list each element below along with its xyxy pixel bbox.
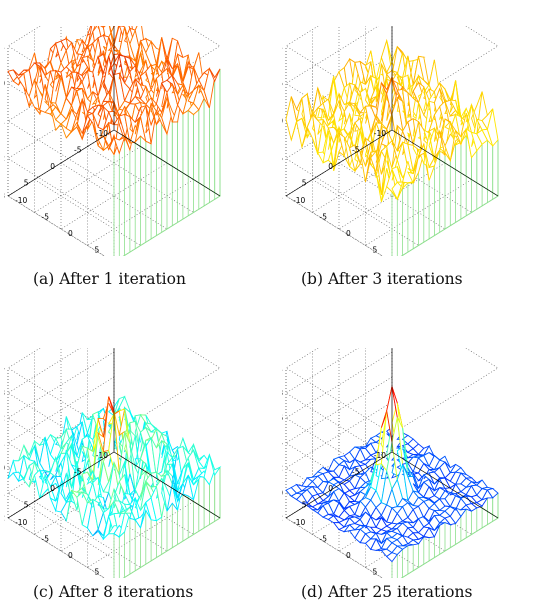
axes	[285, 348, 499, 519]
x-tick-label: 5	[95, 246, 100, 255]
y-tick-label: -5	[74, 146, 82, 155]
x-tick-label: -10	[293, 518, 305, 527]
z-tick-label: -0.2	[4, 154, 5, 163]
z-tick-label: 0.04	[282, 439, 283, 448]
z-tick-label: 0	[4, 79, 5, 88]
y-tick-label: 0	[50, 162, 55, 171]
caption-b: (b) After 3 iterations	[301, 270, 463, 288]
z-tick-label: 0	[282, 489, 283, 498]
z-tick-label: 0.04	[4, 364, 5, 373]
x-tick-label: 5	[373, 246, 378, 255]
y-tick-label: -5	[74, 468, 82, 477]
x-tick-label: 0	[68, 229, 73, 238]
x-tick-label: -10	[15, 196, 27, 205]
caption-d: (d) After 25 iterations	[301, 583, 473, 601]
y-tick-label: 5	[24, 501, 29, 510]
z-tick-label: 0	[4, 464, 5, 473]
axes	[7, 26, 221, 197]
surface-plot-b: 0.10.050-0.05-0.11050-5-10-10-50510	[282, 26, 544, 256]
surface-plot-d: 0.10.080.060.040.020-0.021050-5-10-10-50…	[282, 348, 544, 578]
z-tick-label: -0.01	[4, 489, 5, 498]
x-tick-label: -10	[15, 518, 27, 527]
y-tick-label: -10	[374, 451, 386, 460]
z-tick-label: 0.05	[282, 79, 283, 88]
z-tick-label: -0.3	[4, 192, 5, 201]
x-tick-label: 5	[373, 568, 378, 577]
x-tick-label: 0	[346, 551, 351, 560]
x-tick-label: 5	[95, 568, 100, 577]
surface-plot-a: 0.10-0.1-0.2-0.31050-5-10-10-50510	[4, 26, 266, 256]
y-tick-label: 5	[302, 179, 307, 188]
y-tick-label: -10	[96, 129, 108, 138]
z-tick-label: 0.03	[4, 389, 5, 398]
y-tick-label: 5	[24, 179, 29, 188]
z-tick-label: 0.02	[4, 414, 5, 423]
z-tick-label: -0.05	[282, 154, 283, 163]
surface-plot-c: 0.040.030.020.010-0.01-0.021050-5-10-10-…	[4, 348, 266, 578]
y-tick-label: -5	[352, 468, 360, 477]
axes	[285, 26, 499, 197]
z-tick-label: 0	[282, 117, 283, 126]
y-tick-label: 0	[50, 484, 55, 493]
z-tick-label: 0.1	[282, 364, 283, 373]
z-tick-label: -0.1	[4, 117, 5, 126]
axes	[7, 348, 221, 519]
surface-mesh	[285, 384, 499, 578]
x-tick-label: -5	[320, 213, 328, 222]
x-tick-label: -10	[293, 196, 305, 205]
surface-mesh	[7, 395, 222, 578]
y-tick-label: -5	[352, 146, 360, 155]
y-tick-label: 5	[302, 501, 307, 510]
y-tick-label: -10	[374, 129, 386, 138]
surface-mesh	[7, 26, 221, 256]
caption-a: (a) After 1 iteration	[33, 270, 186, 288]
caption-c: (c) After 8 iterations	[33, 583, 194, 601]
z-tick-label: 0.1	[4, 42, 5, 51]
y-tick-label: 0	[328, 162, 333, 171]
z-tick-label: -0.02	[282, 514, 283, 523]
z-tick-label: -0.02	[4, 514, 5, 523]
z-tick-label: -0.1	[282, 192, 283, 201]
x-tick-label: -5	[42, 535, 50, 544]
surface-mesh	[285, 38, 499, 256]
x-tick-label: 0	[68, 551, 73, 560]
y-tick-label: -10	[96, 451, 108, 460]
z-tick-label: 0.01	[4, 439, 5, 448]
x-tick-label: -5	[320, 535, 328, 544]
z-tick-label: 0.1	[282, 42, 283, 51]
z-tick-label: 0.02	[282, 464, 283, 473]
z-tick-label: 0.08	[282, 389, 283, 398]
x-tick-label: -5	[42, 213, 50, 222]
y-tick-label: 0	[328, 484, 333, 493]
z-tick-label: 0.06	[282, 414, 283, 423]
x-tick-label: 0	[346, 229, 351, 238]
